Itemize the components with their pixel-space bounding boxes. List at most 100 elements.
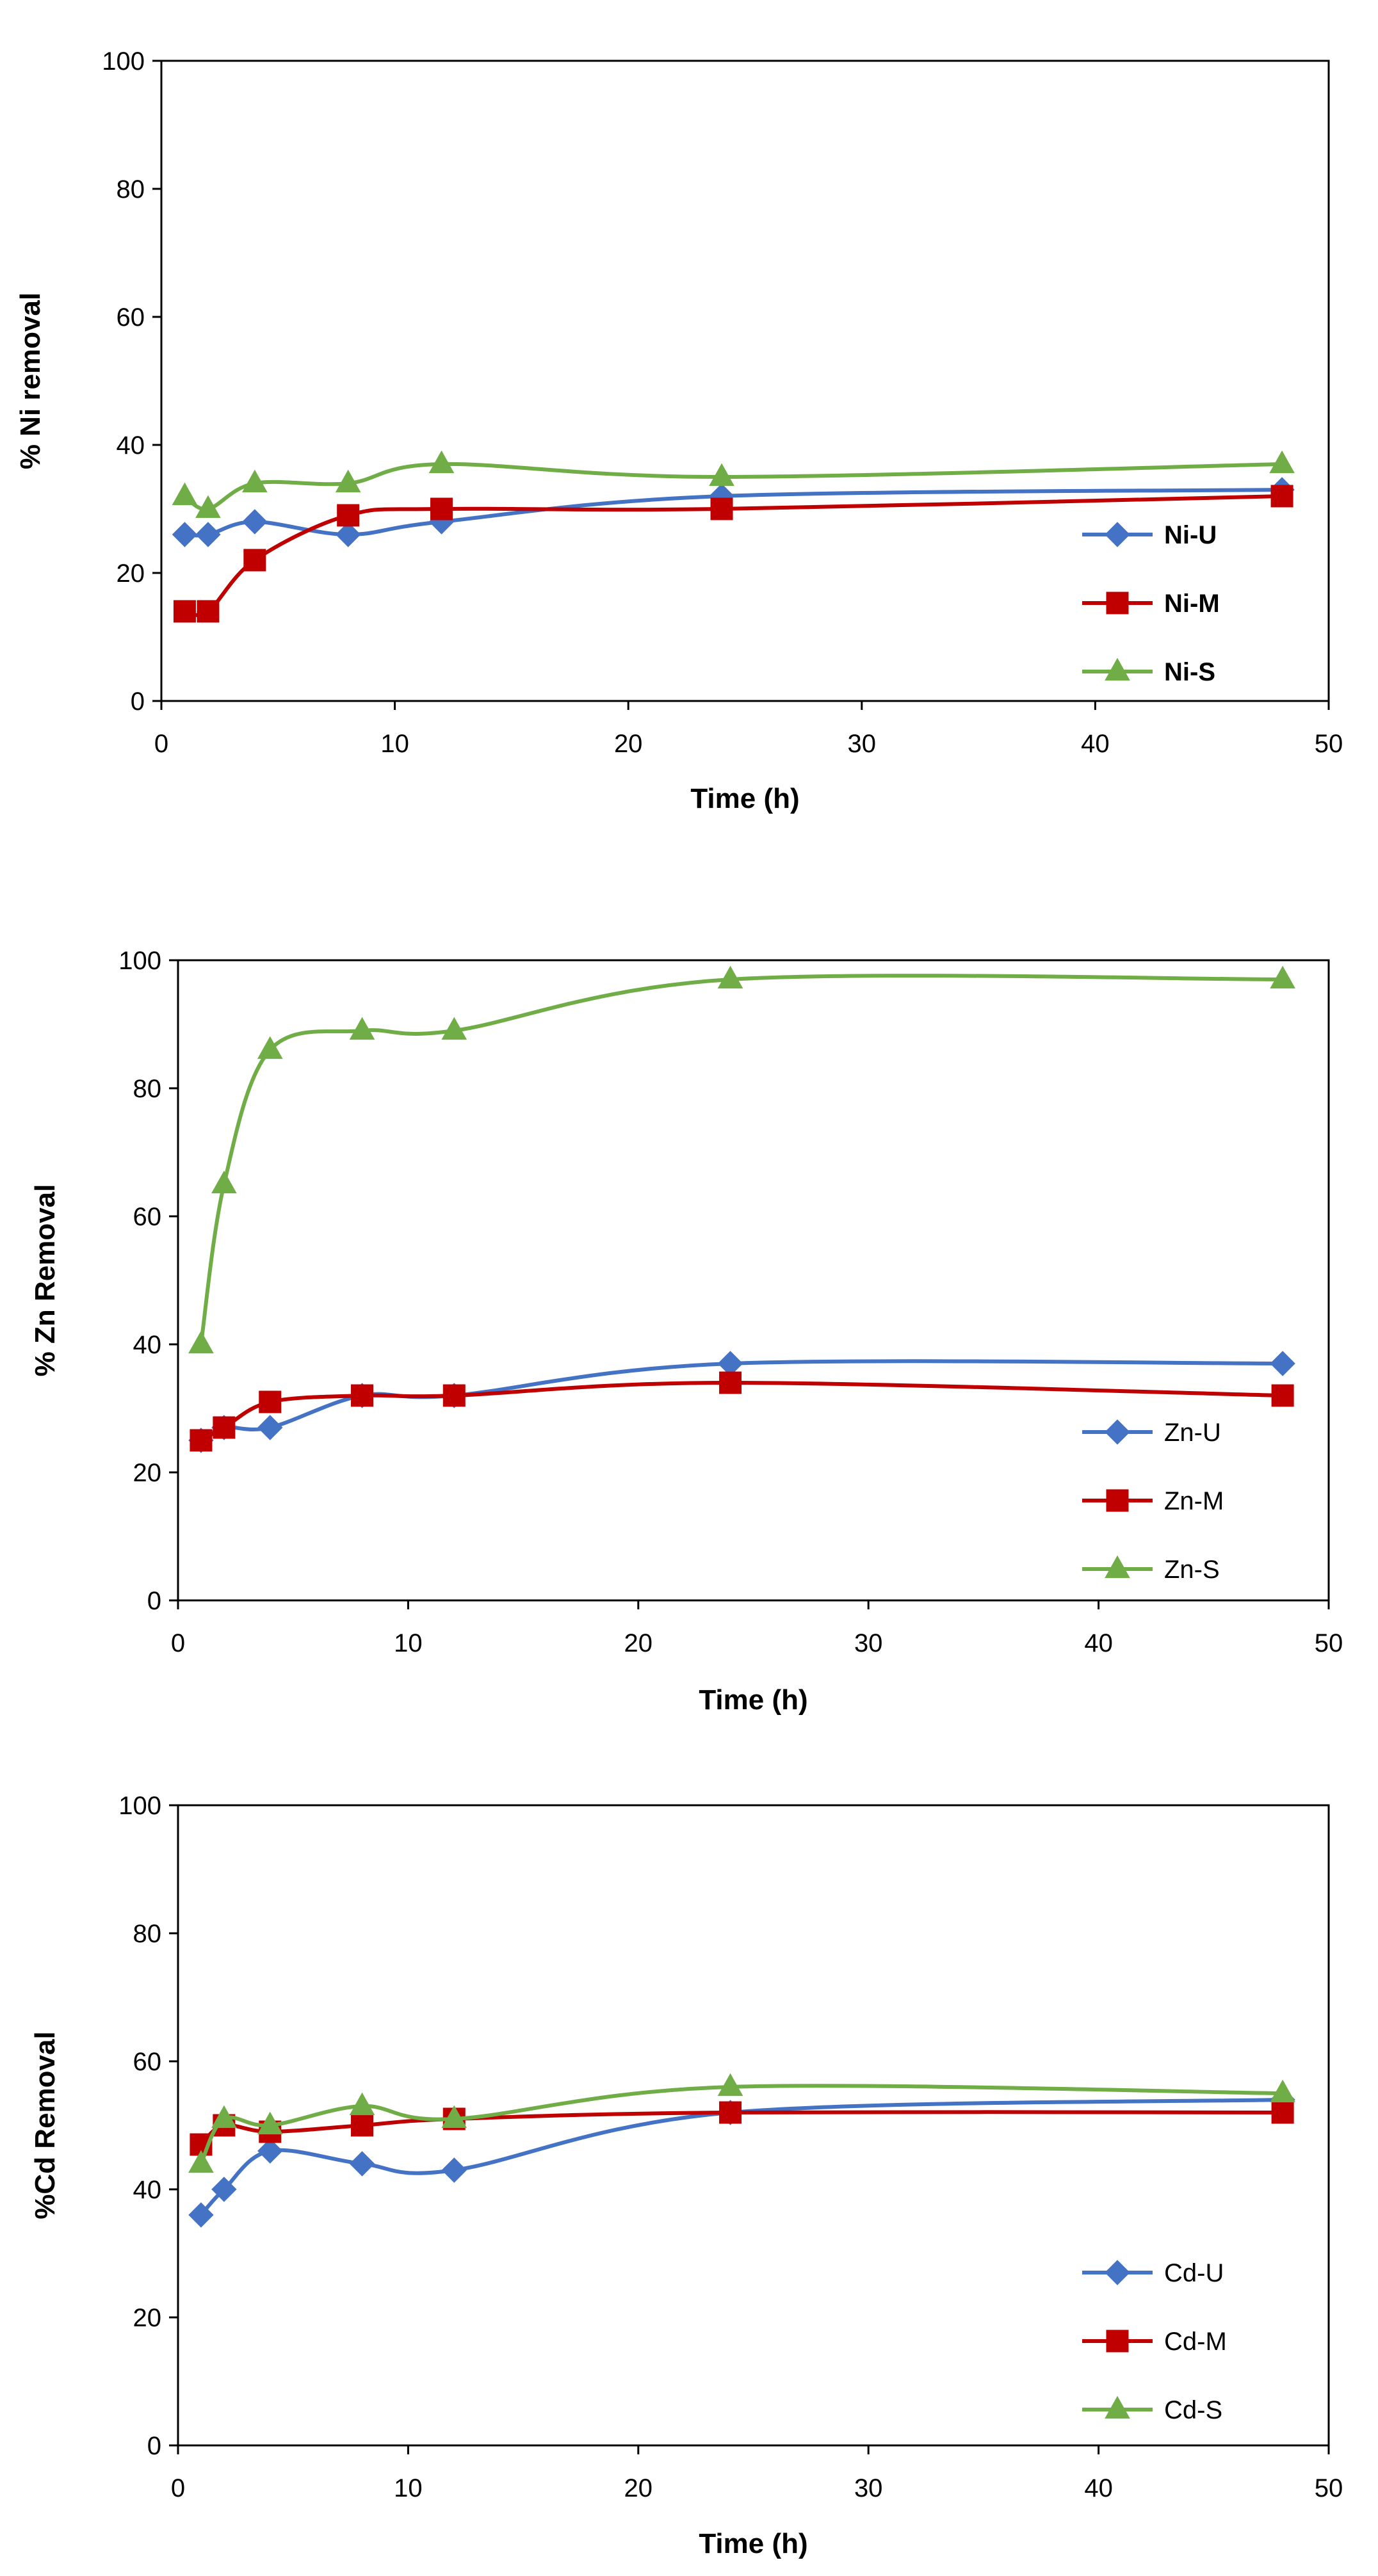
y-tick-label: 0 (147, 2432, 161, 2460)
x-tick-label: 10 (380, 730, 409, 758)
data-point-cd-m (1271, 2101, 1294, 2124)
data-point-ni-m (337, 504, 360, 527)
data-point-ni-s (1269, 450, 1295, 474)
data-point-zn-u (1270, 1351, 1295, 1376)
y-tick-label: 60 (133, 1203, 162, 1231)
data-point-ni-s (195, 495, 221, 519)
data-point-ni-u (195, 522, 221, 547)
plot-area-frame (177, 959, 1330, 1602)
x-tick-label: 50 (1315, 1629, 1343, 1657)
series-line-zn-s (199, 974, 1285, 1346)
x-axis-title: Time (h) (699, 1684, 807, 1716)
legend-label: Zn-M (1164, 1487, 1224, 1515)
legend-item-zn-s: Zn-S (1082, 1555, 1220, 1584)
data-point-cd-u (257, 2138, 283, 2164)
data-point-ni-m (197, 600, 220, 623)
data-point-cd-s (257, 2111, 283, 2135)
y-tick-label: 40 (133, 2176, 162, 2204)
y-axis-title: % Zn Removal (29, 1184, 61, 1377)
x-tick-label: 0 (171, 1629, 185, 1657)
legend-marker-triangle (1105, 1555, 1130, 1579)
data-point-cd-m (351, 2114, 374, 2137)
x-tick-label: 20 (624, 2474, 653, 2502)
y-tick-label: 20 (133, 2304, 162, 2332)
x-tick-label: 10 (394, 2474, 423, 2502)
data-point-ni-m (710, 497, 733, 520)
legend-item-zn-m: Zn-M (1082, 1487, 1224, 1515)
legend-label: Ni-M (1164, 590, 1220, 618)
y-tick-label: 80 (117, 175, 145, 204)
legend-marker-square (1106, 592, 1129, 615)
data-point-ni-u (335, 522, 361, 547)
legend-item-cd-s: Cd-S (1082, 2395, 1222, 2424)
data-point-ni-u (242, 509, 268, 535)
x-tick-label: 10 (394, 1629, 423, 1657)
data-point-zn-m (1271, 1384, 1294, 1407)
legend-marker-square (1106, 1489, 1129, 1512)
data-point-ni-s (172, 482, 198, 506)
data-point-zn-m (213, 1416, 236, 1439)
data-point-zn-s (1270, 965, 1295, 989)
series-zn-s (188, 965, 1295, 1354)
data-point-cd-s (188, 2150, 214, 2173)
legend-marker-triangle (1105, 657, 1130, 681)
legend-label: Ni-U (1164, 521, 1217, 549)
legend-item-ni-m: Ni-M (1082, 590, 1220, 618)
data-point-zn-s (211, 1170, 237, 1194)
y-tick-label: 60 (117, 303, 145, 332)
y-axis-title: %Cd Removal (29, 2031, 61, 2219)
x-tick-label: 40 (1084, 2474, 1113, 2502)
x-tick-label: 40 (1084, 1629, 1113, 1657)
y-tick-label: 100 (102, 47, 145, 76)
data-point-cd-s (717, 2073, 743, 2097)
data-point-ni-m (243, 549, 266, 572)
ni-removal-chart: 0 20 40 60 80 100 0 10 20 30 40 50 Time (h) % Ni remo… (15, 47, 1343, 814)
x-tick-label: 30 (848, 730, 877, 758)
y-tick-label: 80 (133, 1920, 162, 1948)
data-point-cd-s (441, 2105, 467, 2129)
data-point-cd-s (1270, 2079, 1295, 2103)
legend-label: Cd-M (1164, 2328, 1227, 2356)
legend-item-zn-u: Zn-U (1082, 1419, 1221, 1447)
x-tick-label: 0 (154, 730, 168, 758)
data-point-ni-s (428, 450, 455, 474)
data-point-ni-m (1270, 485, 1293, 508)
y-tick-label: 0 (131, 688, 145, 716)
data-point-cd-u (349, 2151, 375, 2177)
data-point-zn-m (259, 1390, 282, 1413)
data-point-ni-s (241, 469, 268, 493)
x-tick-label: 30 (854, 1629, 883, 1657)
legend-marker-diamond (1105, 522, 1130, 547)
data-point-ni-u (172, 522, 198, 547)
legend: Zn-U Zn-M Zn-S (1082, 1419, 1224, 1584)
series-cd-s (188, 2073, 1295, 2173)
x-tick-label: 50 (1315, 2474, 1343, 2502)
legend-marker-triangle (1105, 2395, 1130, 2419)
legend-label: Zn-U (1164, 1419, 1221, 1447)
legend: Ni-U Ni-M Ni-S (1082, 521, 1220, 686)
cd-removal-chart: 0 20 40 60 80 100 0 10 20 30 40 50 Time (h) %Cd Remov… (29, 1792, 1343, 2559)
data-point-cd-m (719, 2101, 742, 2124)
data-point-cd-u (211, 2177, 237, 2202)
data-point-cd-s (349, 2092, 375, 2116)
y-tick-label: 40 (117, 431, 145, 460)
data-point-zn-u (257, 1415, 283, 1440)
y-tick-label: 60 (133, 2048, 162, 2076)
data-point-zn-s (257, 1036, 283, 1059)
legend-marker-diamond (1105, 2260, 1130, 2285)
x-axis-title: Time (h) (699, 2528, 807, 2559)
x-tick-label: 20 (614, 730, 643, 758)
x-tick-label: 20 (624, 1629, 653, 1657)
series-ni-s (172, 450, 1295, 519)
y-tick-label: 40 (133, 1331, 162, 1359)
x-tick-label: 50 (1315, 730, 1343, 758)
legend-label: Cd-S (1164, 2396, 1222, 2424)
y-tick-label: 0 (147, 1587, 161, 1615)
y-tick-label: 20 (117, 559, 145, 588)
data-point-cd-u (441, 2157, 467, 2183)
legend-label: Ni-S (1164, 658, 1215, 686)
legend-item-ni-s: Ni-S (1082, 657, 1215, 686)
data-point-ni-s (709, 463, 734, 487)
legend-item-cd-u: Cd-U (1082, 2259, 1224, 2287)
